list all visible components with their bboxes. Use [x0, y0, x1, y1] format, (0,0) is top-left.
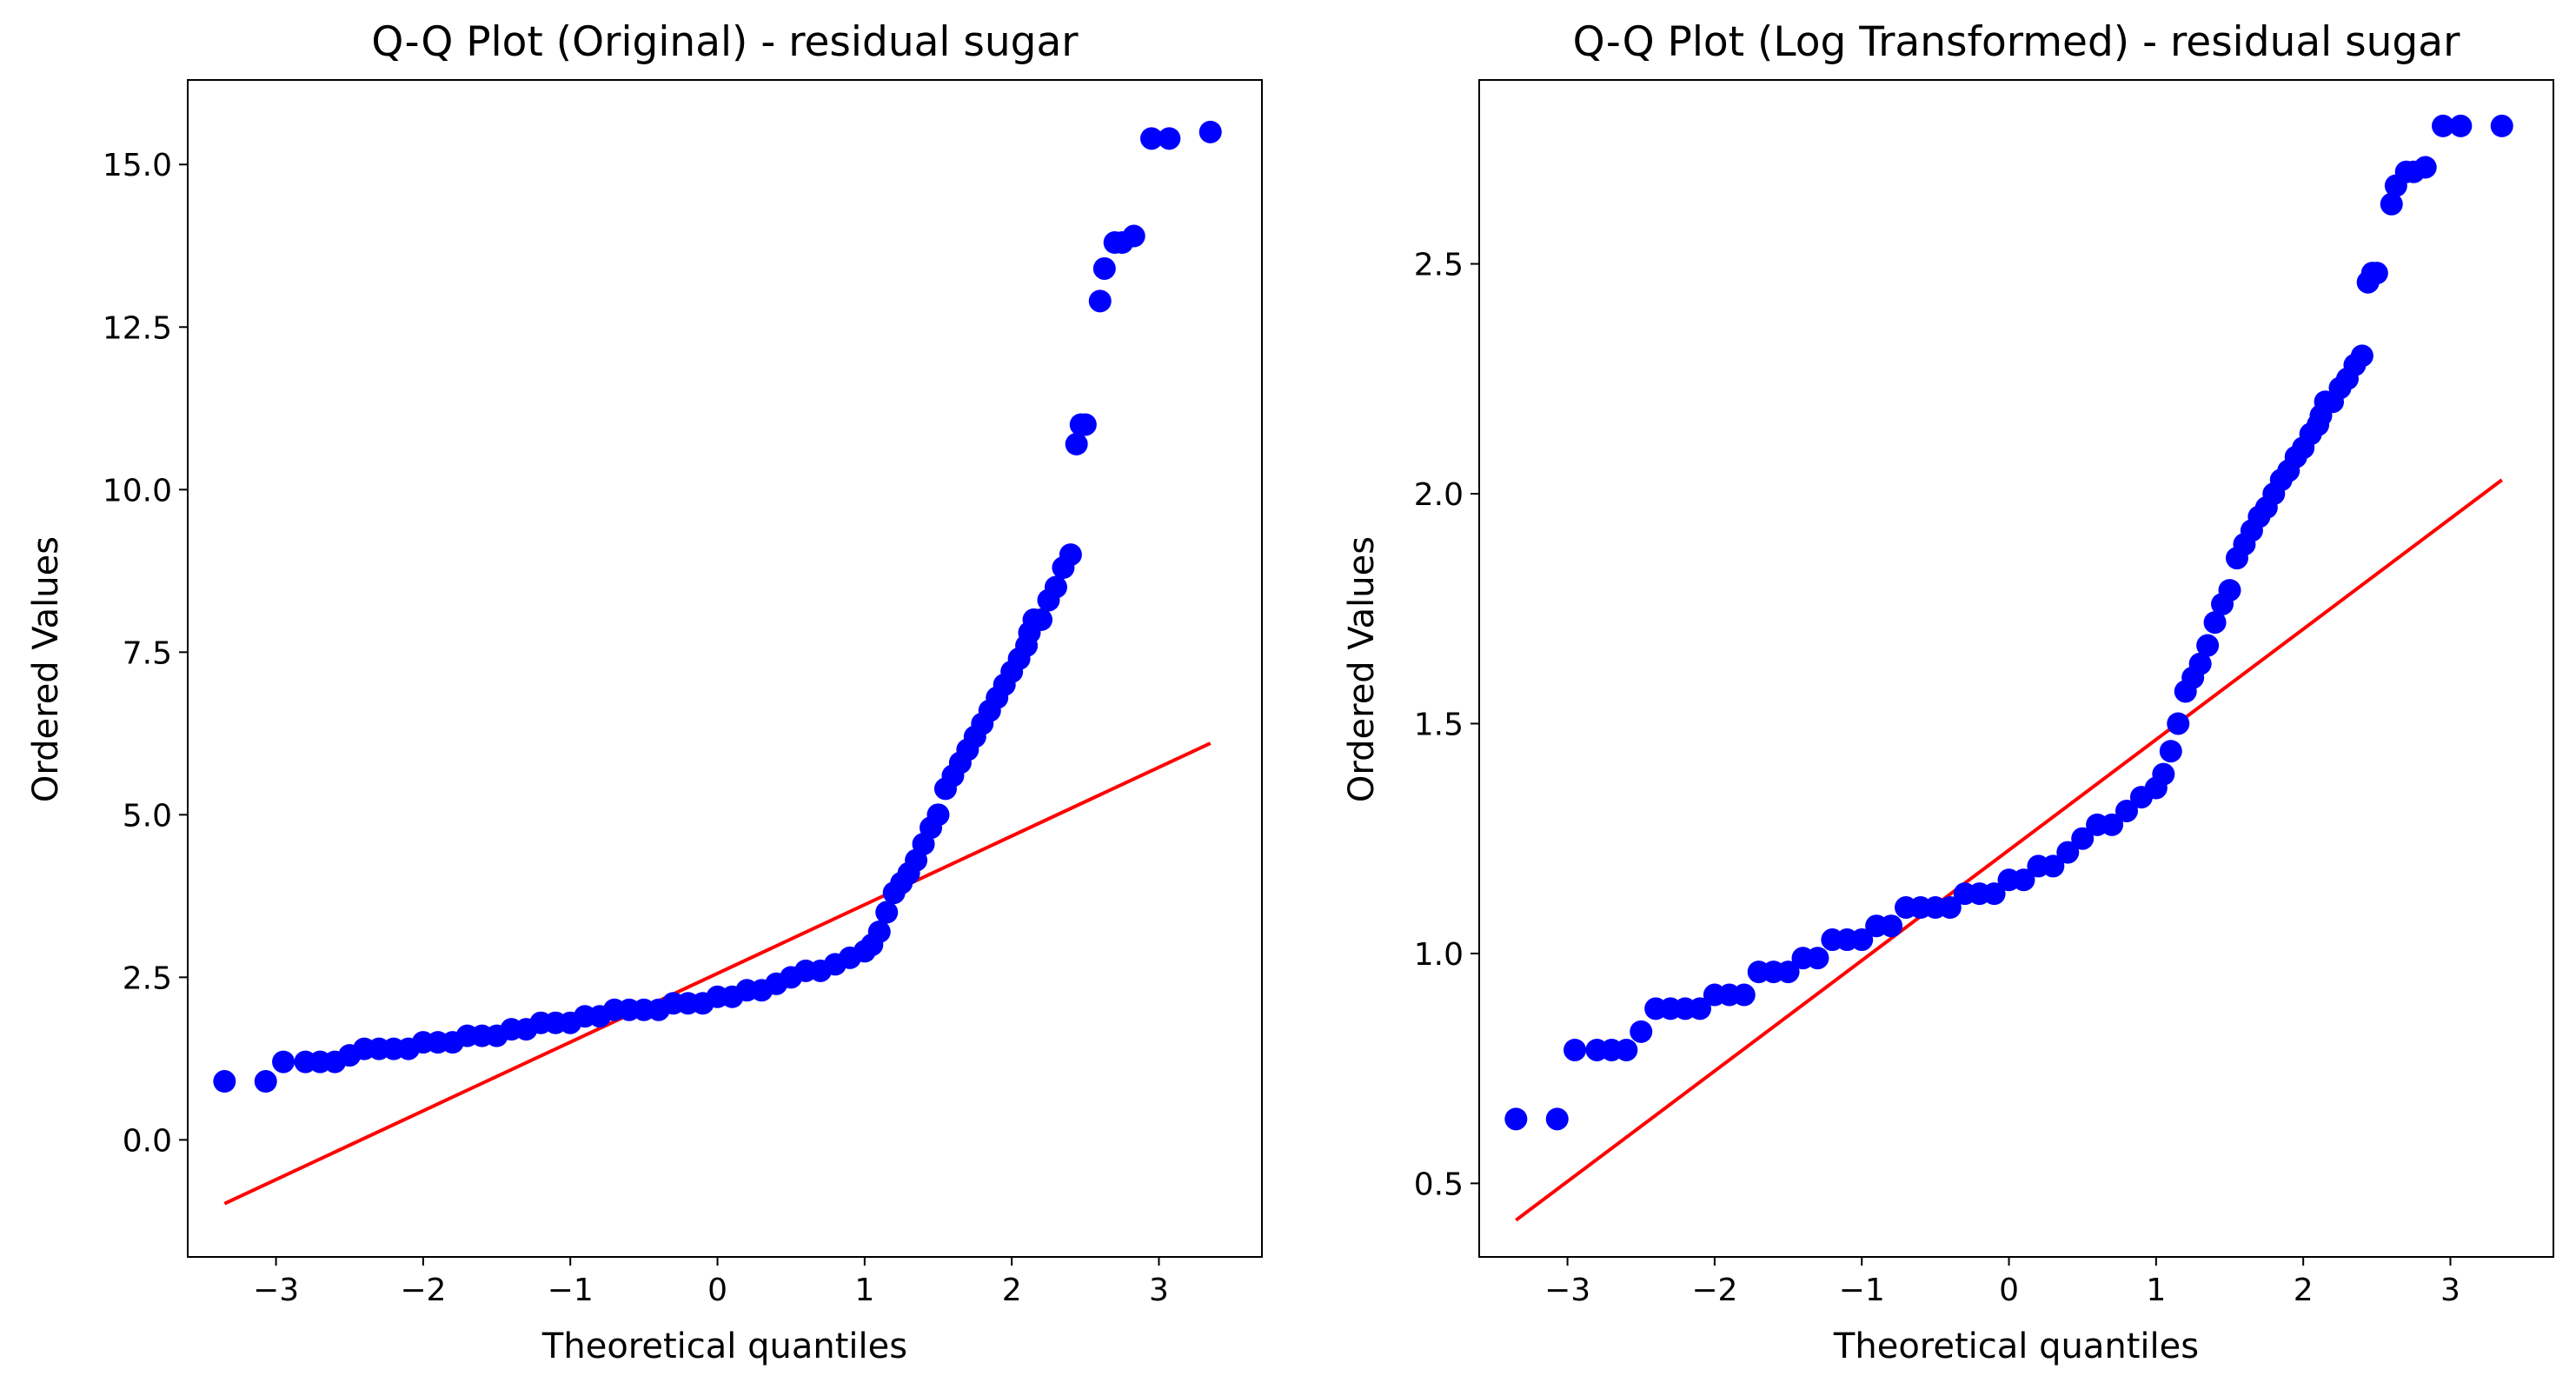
x-tick-label: 1 [854, 1273, 874, 1308]
data-point [2042, 854, 2065, 878]
x-axis-label: Theoretical quantiles [1833, 1326, 2199, 1366]
x-tick-label: 3 [1149, 1273, 1169, 1308]
data-point [213, 1070, 236, 1094]
data-point [926, 803, 950, 827]
data-point [2071, 827, 2095, 850]
y-tick-label: 1.0 [1414, 937, 1464, 973]
x-axis-ticks: −3 −2 −1 0 1 2 3 [1544, 1257, 2460, 1308]
y-axis-ticks: 0.5 1.0 1.5 2.0 2.5 [1414, 248, 1479, 1202]
fit-line-group [223, 741, 1212, 1206]
chart-title: Q-Q Plot (Original) - residual sugar [371, 18, 1079, 66]
data-point [2196, 634, 2220, 657]
data-point [1140, 127, 1164, 150]
data-point [1982, 882, 2006, 906]
x-tick-label: 3 [2440, 1273, 2460, 1308]
x-tick-label: 0 [1999, 1273, 2019, 1308]
x-tick-label: 2 [1002, 1273, 1022, 1308]
y-tick-label: 0.0 [123, 1123, 172, 1159]
plot-frame [187, 79, 1263, 1258]
data-point [1630, 1020, 1653, 1043]
y-tick-label: 15.0 [103, 148, 172, 183]
data-point [2203, 611, 2227, 635]
x-tick-label: −1 [1839, 1273, 1885, 1308]
data-point [1065, 432, 1088, 455]
y-tick-label: 2.0 [1414, 477, 1464, 513]
x-tick-label: −2 [400, 1273, 446, 1308]
fit-line [223, 741, 1212, 1206]
data-point [1059, 543, 1082, 567]
data-point [1615, 1038, 1638, 1061]
data-point [1806, 947, 1829, 970]
data-point [2012, 868, 2035, 892]
data-point [2218, 579, 2241, 602]
data-point [254, 1070, 277, 1094]
data-point [1092, 256, 1116, 280]
data-point [2159, 740, 2182, 763]
data-point [272, 1050, 295, 1074]
data-point [2115, 799, 2138, 822]
data-point [1564, 1038, 1587, 1061]
x-tick-label: −3 [253, 1273, 299, 1308]
y-axis-ticks: 0.0 2.5 5.0 7.5 10.0 12.5 15.0 [103, 148, 188, 1159]
data-point [2350, 344, 2374, 368]
x-tick-label: 0 [707, 1273, 727, 1308]
data-points [1504, 114, 2513, 1131]
data-point [2365, 262, 2388, 285]
data-point [2432, 114, 2455, 137]
x-axis-label: Theoretical quantiles [541, 1326, 907, 1366]
data-point [2188, 652, 2212, 675]
y-tick-label: 10.0 [103, 473, 172, 509]
data-point [875, 901, 899, 924]
data-point [2101, 813, 2124, 836]
y-tick-label: 7.5 [123, 635, 172, 671]
data-point [2490, 114, 2513, 137]
data-point [1044, 575, 1067, 599]
data-point [1073, 413, 1097, 436]
x-axis-ticks: −3 −2 −1 0 1 2 3 [253, 1257, 1169, 1308]
x-tick-label: −2 [1691, 1273, 1737, 1308]
y-tick-label: 2.5 [123, 961, 172, 996]
y-tick-label: 2.5 [1414, 248, 1464, 283]
y-axis-label: Ordered Values [26, 536, 66, 802]
x-tick-label: −1 [548, 1273, 594, 1308]
data-point [1732, 983, 1756, 1007]
data-point [2056, 841, 2080, 864]
data-point [1122, 224, 1145, 248]
data-point [1545, 1107, 1569, 1131]
data-point [1850, 928, 1874, 952]
y-tick-label: 5.0 [123, 798, 172, 834]
y-axis-label: Ordered Values [1342, 536, 1382, 802]
data-point [1198, 120, 1222, 143]
data-point [1030, 608, 1053, 631]
data-point [1688, 997, 1711, 1020]
y-tick-label: 12.5 [103, 310, 172, 346]
y-tick-label: 0.5 [1414, 1167, 1464, 1202]
data-point [1158, 127, 1181, 150]
data-point [2413, 156, 2437, 179]
data-point [2152, 762, 2175, 786]
data-point [2380, 192, 2403, 216]
x-tick-label: −3 [1544, 1273, 1590, 1308]
data-point [867, 920, 891, 943]
data-point [1504, 1107, 1528, 1131]
data-point [1880, 914, 1903, 938]
data-point [1938, 896, 1962, 920]
chart-title: Q-Q Plot (Log Transformed) - residual su… [1573, 18, 2460, 66]
data-points [213, 120, 1222, 1094]
qq-plot-log-transformed: Q-Q Plot (Log Transformed) - residual su… [1342, 18, 2554, 1366]
plot-frame [1478, 79, 2554, 1258]
x-tick-label: 2 [2294, 1273, 2314, 1308]
data-point [1088, 289, 1112, 313]
fit-line-group [1515, 478, 2503, 1222]
data-point [2167, 712, 2190, 735]
qq-plot-original: Q-Q Plot (Original) - residual sugar The… [26, 18, 1263, 1366]
fit-line [1515, 478, 2503, 1222]
x-tick-label: 1 [2146, 1273, 2166, 1308]
data-point [2449, 114, 2473, 137]
data-point [1776, 961, 1800, 984]
y-tick-label: 1.5 [1414, 707, 1464, 742]
